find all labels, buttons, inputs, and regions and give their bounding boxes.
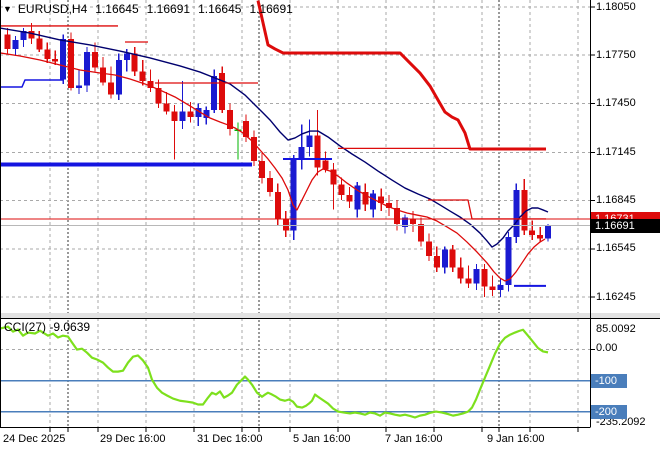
time-axis-label: 5 Jan 16:00	[293, 433, 351, 445]
price-axis-label: 1.18050	[596, 0, 636, 13]
cci-level-badge-m100: -100	[591, 374, 627, 388]
time-axis-label: 29 Dec 16:00	[100, 433, 166, 445]
ohlc-low: 1.16645	[198, 2, 242, 16]
chevron-down-icon[interactable]: ▼	[3, 4, 12, 14]
time-axis-label: 24 Dec 2025	[3, 433, 66, 445]
cci-zero-label: 0.00	[596, 342, 618, 354]
price-axis-label: 1.16545	[596, 242, 636, 255]
chart-title-bar: ▼ EURUSD,H4 1.16645 1.16691 1.16645 1.16…	[3, 2, 293, 16]
price-axis-label: 1.17750	[596, 48, 636, 61]
price-axis-label: 1.17450	[596, 96, 636, 109]
symbol-period-label: EURUSD,H4	[17, 2, 88, 16]
cci-min-label: -235.2092	[596, 416, 646, 428]
price-axis-label: 1.16245	[596, 290, 636, 303]
time-axis-label: 7 Jan 16:00	[385, 433, 443, 445]
ohlc-close: 1.16691	[249, 2, 293, 16]
price-axis-label: 1.16845	[596, 194, 636, 207]
cci-level-badge-m200: -200	[591, 405, 627, 419]
bid-price-badge: 1.16691	[591, 219, 660, 233]
ohlc-open: 1.16645	[95, 2, 139, 16]
time-axis-label: 31 Dec 16:00	[197, 433, 263, 445]
price-axis-label: 1.17145	[596, 145, 636, 158]
indicator-label: CCI(27) -9.0639	[4, 320, 91, 334]
time-axis-label: 9 Jan 16:00	[487, 433, 545, 445]
ohlc-high: 1.16691	[146, 2, 191, 16]
cci-max-label: 85.0092	[596, 323, 636, 335]
